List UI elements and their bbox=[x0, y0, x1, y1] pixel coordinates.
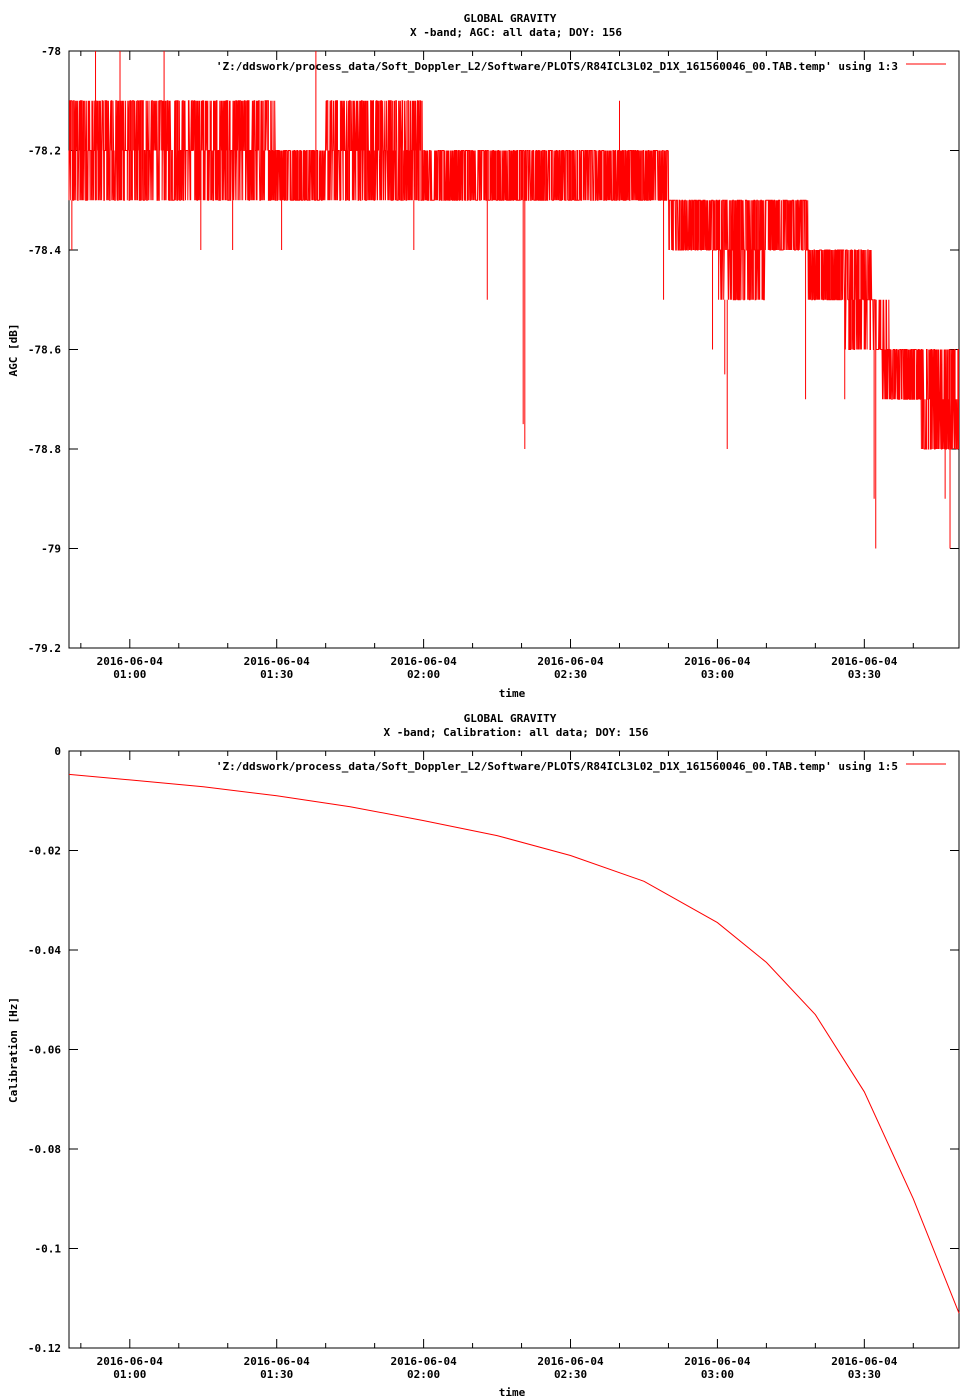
calibration-y-tick-label: -0.06 bbox=[28, 1044, 61, 1057]
calibration-x-tick-time: 01:00 bbox=[113, 1368, 146, 1381]
calibration-legend-label: 'Z:/ddswork/process_data/Soft_Doppler_L2… bbox=[216, 760, 898, 773]
agc-y-axis-label: AGC [dB] bbox=[7, 324, 20, 377]
calibration-chart-title: GLOBAL GRAVITY bbox=[464, 712, 557, 725]
calibration-ticks: 0 -0.02 -0.04 -0.06 -0.08 -0.1 -0.12 2016-06-04… bbox=[28, 745, 959, 1381]
agc-series-1-3 bbox=[68, 51, 959, 549]
agc-x-tick-date: 2016-06-04 bbox=[390, 655, 457, 668]
agc-y-tick-label: -78.2 bbox=[28, 145, 61, 158]
agc-x-tick-time: 03:30 bbox=[848, 668, 881, 681]
agc-chart-title: GLOBAL GRAVITY bbox=[464, 12, 557, 25]
agc-chart-subtitle: X -band; AGC: all data; DOY: 156 bbox=[410, 26, 622, 39]
agc-x-axis-label: time bbox=[499, 687, 526, 700]
calibration-y-tick-label: -0.1 bbox=[35, 1243, 62, 1256]
agc-y-tick-label: -78.4 bbox=[28, 244, 61, 257]
calibration-y-axis-label: Calibration [Hz] bbox=[7, 997, 20, 1103]
calibration-x-tick-date: 2016-06-04 bbox=[97, 1355, 164, 1368]
agc-x-tick-date: 2016-06-04 bbox=[684, 655, 751, 668]
calibration-x-tick-date: 2016-06-04 bbox=[684, 1355, 751, 1368]
agc-series-trace bbox=[68, 100, 959, 450]
calibration-x-tick-time: 01:30 bbox=[260, 1368, 293, 1381]
calibration-chart: GLOBAL GRAVITY X -band; Calibration: all… bbox=[7, 712, 960, 1399]
calibration-x-tick-date: 2016-06-04 bbox=[390, 1355, 457, 1368]
agc-x-tick-date: 2016-06-04 bbox=[831, 655, 898, 668]
agc-y-tick-label: -79.2 bbox=[28, 642, 61, 655]
calibration-chart-subtitle: X -band; Calibration: all data; DOY: 156 bbox=[384, 726, 649, 739]
agc-x-tick-time: 01:00 bbox=[113, 668, 146, 681]
agc-x-tick-time: 02:00 bbox=[407, 668, 440, 681]
agc-y-tick-label: -79 bbox=[41, 543, 61, 556]
calibration-y-tick-label: -0.12 bbox=[28, 1342, 61, 1355]
calibration-x-tick-date: 2016-06-04 bbox=[537, 1355, 604, 1368]
calibration-x-tick-time: 03:30 bbox=[848, 1368, 881, 1381]
agc-x-tick-date: 2016-06-04 bbox=[97, 655, 164, 668]
agc-legend-label: 'Z:/ddswork/process_data/Soft_Doppler_L2… bbox=[216, 60, 898, 73]
calibration-series-1-5 bbox=[68, 773, 960, 1314]
agc-x-tick-date: 2016-06-04 bbox=[244, 655, 311, 668]
agc-chart: GLOBAL GRAVITY X -band; AGC: all data; D… bbox=[7, 12, 960, 700]
agc-y-tick-label: -78.6 bbox=[28, 344, 61, 357]
calibration-x-tick-date: 2016-06-04 bbox=[244, 1355, 311, 1368]
calibration-x-axis-label: time bbox=[499, 1386, 526, 1399]
agc-y-tick-label: -78.8 bbox=[28, 443, 61, 456]
calibration-y-tick-label: -0.08 bbox=[28, 1143, 61, 1156]
agc-ticks: -78 -78.2 -78.4 -78.6 -78.8 -79 -79.2 2016-06-0… bbox=[28, 45, 959, 681]
calibration-series-line bbox=[68, 773, 960, 1314]
calibration-x-tick-date: 2016-06-04 bbox=[831, 1355, 898, 1368]
calibration-x-tick-time: 02:00 bbox=[407, 1368, 440, 1381]
agc-x-tick-date: 2016-06-04 bbox=[537, 655, 604, 668]
agc-x-tick-time: 01:30 bbox=[260, 668, 293, 681]
calibration-y-tick-label: -0.04 bbox=[28, 944, 61, 957]
agc-y-tick-label: -78 bbox=[41, 45, 61, 58]
agc-x-tick-time: 02:30 bbox=[554, 668, 587, 681]
agc-x-tick-time: 03:00 bbox=[701, 668, 734, 681]
calibration-y-tick-label: -0.02 bbox=[28, 845, 61, 858]
calibration-y-tick-label: 0 bbox=[54, 745, 61, 758]
calibration-x-tick-time: 03:00 bbox=[701, 1368, 734, 1381]
calibration-x-tick-time: 02:30 bbox=[554, 1368, 587, 1381]
